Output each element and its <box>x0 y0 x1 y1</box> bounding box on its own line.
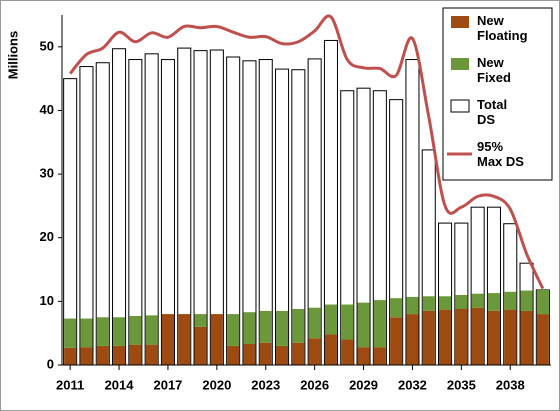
legend-swatch <box>451 16 469 28</box>
x-tick-label: 2038 <box>496 377 525 392</box>
x-tick-label: 2014 <box>105 377 135 392</box>
bar-segment <box>292 309 305 343</box>
bar-segment <box>357 347 370 365</box>
bar-segment <box>455 295 468 309</box>
bar-segment <box>227 345 240 365</box>
y-axis-label: Millions <box>5 31 20 79</box>
bar-segment <box>194 314 207 327</box>
bar-segment <box>96 345 109 365</box>
bar-segment <box>80 318 93 348</box>
bar-segment <box>145 344 158 365</box>
bar-segment <box>145 315 158 345</box>
y-tick-label: 10 <box>40 293 54 308</box>
bar-segment <box>161 314 174 365</box>
bar-segment <box>504 309 517 365</box>
legend-label: 95% Max DS <box>477 139 524 169</box>
bar-segment <box>487 310 500 365</box>
x-tick-label: 2029 <box>349 377 378 392</box>
bar-segment <box>80 347 93 365</box>
bar-segment <box>129 316 142 345</box>
legend-label: Total DS <box>477 97 507 127</box>
bar-segment <box>96 317 109 346</box>
bar-segment <box>227 314 240 346</box>
bar-segment <box>422 310 435 365</box>
bar-segment <box>308 338 321 365</box>
bar-segment <box>471 307 484 365</box>
bar-segment <box>406 314 419 365</box>
bar-segment <box>259 342 272 365</box>
x-tick-label: 2032 <box>398 377 427 392</box>
bar-segment <box>439 309 452 365</box>
y-tick-label: 20 <box>40 229 54 244</box>
y-tick-label: 50 <box>40 38 54 53</box>
legend-swatch <box>451 58 469 70</box>
bar-segment <box>357 302 370 348</box>
bar-segment <box>341 339 354 365</box>
bar-segment <box>341 304 354 340</box>
bar-segment <box>276 310 289 346</box>
legend-label: New Floating <box>477 13 528 43</box>
bar-segment <box>259 310 272 343</box>
bar-segment <box>113 345 126 365</box>
bar-segment <box>308 307 321 339</box>
bar-segment <box>243 344 256 365</box>
bar-segment <box>455 309 468 365</box>
bar-segment <box>194 326 207 365</box>
bar-segment <box>520 310 533 365</box>
bar-segment <box>373 347 386 365</box>
bar-segment <box>64 347 77 365</box>
bar-segment <box>373 300 386 348</box>
bar-segment <box>536 289 549 315</box>
bar-segment <box>471 293 484 308</box>
x-tick-label: 2023 <box>251 377 280 392</box>
bar-segment <box>276 345 289 365</box>
bar-segment <box>64 318 77 348</box>
bar-segment <box>178 314 191 365</box>
x-tick-label: 2011 <box>56 377 84 392</box>
bar-segment <box>487 293 500 311</box>
y-tick-label: 30 <box>40 166 54 181</box>
bar-segment <box>243 312 256 344</box>
legend-swatch <box>450 99 470 113</box>
bar-segment <box>324 334 337 365</box>
legend-label: New Fixed <box>477 55 511 85</box>
bar-segment <box>406 296 419 315</box>
bar-segment <box>210 314 223 365</box>
legend-box <box>442 7 553 181</box>
bar-segment <box>292 342 305 365</box>
x-tick-label: 2026 <box>300 377 329 392</box>
bar-segment <box>113 317 126 346</box>
line <box>68 14 545 290</box>
x-tick-label: 2020 <box>202 377 231 392</box>
y-tick-label: 40 <box>40 102 54 117</box>
bar-segment <box>390 298 403 318</box>
bar-segment <box>422 296 435 311</box>
bar-segment <box>390 317 403 365</box>
bar-segment <box>520 290 533 311</box>
legend: New Floating New Fixed Total DS 95% Max DS <box>442 7 553 181</box>
y-tick-label: 0 <box>47 356 54 371</box>
bar-segment <box>439 296 452 310</box>
x-tick-label: 2035 <box>447 377 476 392</box>
bar-segment <box>129 344 142 365</box>
x-tick-label: 2017 <box>153 377 182 392</box>
bar-segment <box>504 291 517 310</box>
bar-segment <box>324 304 337 335</box>
bar-segment <box>536 314 549 365</box>
